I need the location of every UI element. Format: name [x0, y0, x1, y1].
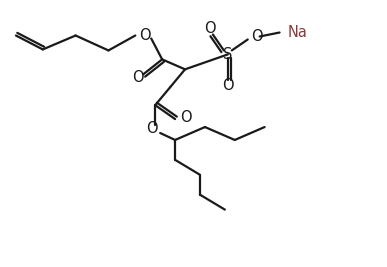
- Text: S: S: [223, 47, 233, 62]
- Text: O: O: [180, 109, 192, 125]
- Text: O: O: [132, 70, 144, 85]
- Text: O: O: [251, 29, 262, 44]
- Text: O: O: [222, 78, 234, 93]
- Text: O: O: [139, 28, 151, 43]
- Text: Na: Na: [288, 25, 307, 40]
- Text: O: O: [146, 120, 158, 136]
- Text: O: O: [204, 21, 216, 36]
